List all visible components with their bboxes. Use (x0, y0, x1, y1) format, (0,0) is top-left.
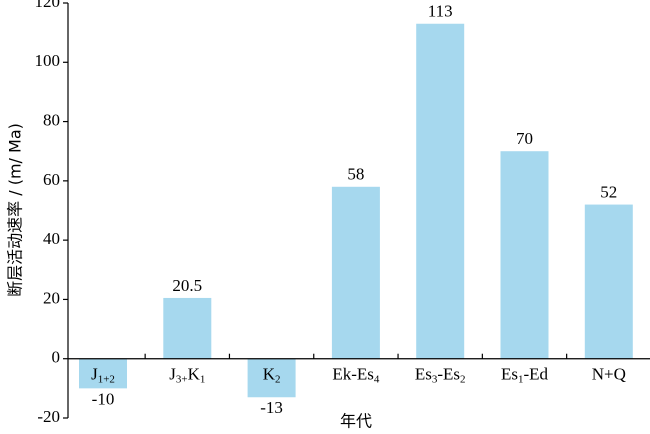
bar (331, 186, 380, 359)
y-tick-label: 120 (35, 0, 61, 11)
y-tick-label: 0 (52, 348, 61, 367)
value-label: 113 (428, 2, 453, 21)
bar (416, 23, 465, 359)
x-tick-label: K2 (263, 365, 281, 386)
y-tick-label: 80 (43, 110, 60, 129)
value-label: -10 (92, 389, 115, 408)
x-tick-label: Es3-Es2 (415, 365, 466, 386)
x-tick-label: Ek-Es4 (332, 365, 380, 386)
y-tick-label: -20 (37, 407, 60, 426)
value-label: -13 (260, 398, 283, 417)
bar (163, 297, 212, 359)
x-tick-label: N+Q (592, 365, 626, 384)
bar (79, 358, 127, 389)
bar (584, 204, 633, 359)
y-tick-label: 40 (43, 229, 60, 248)
value-label: 58 (347, 165, 364, 184)
value-label: 70 (516, 129, 533, 148)
x-tick-label: J1+2 (91, 365, 115, 386)
y-axis-label: 断层活动速率 / (m/ Ma) (6, 123, 25, 297)
bar (500, 151, 549, 359)
x-tick-label: J3+K1 (169, 365, 205, 386)
y-tick-label: 20 (43, 288, 60, 307)
value-label: 20.5 (172, 276, 202, 295)
bar (247, 358, 296, 398)
value-label: 52 (600, 182, 617, 201)
y-tick-label: 100 (35, 51, 61, 70)
x-tick-label: Es1-Ed (501, 365, 549, 386)
x-axis-label: 年代 (340, 412, 372, 431)
y-tick-label: 60 (43, 170, 60, 189)
